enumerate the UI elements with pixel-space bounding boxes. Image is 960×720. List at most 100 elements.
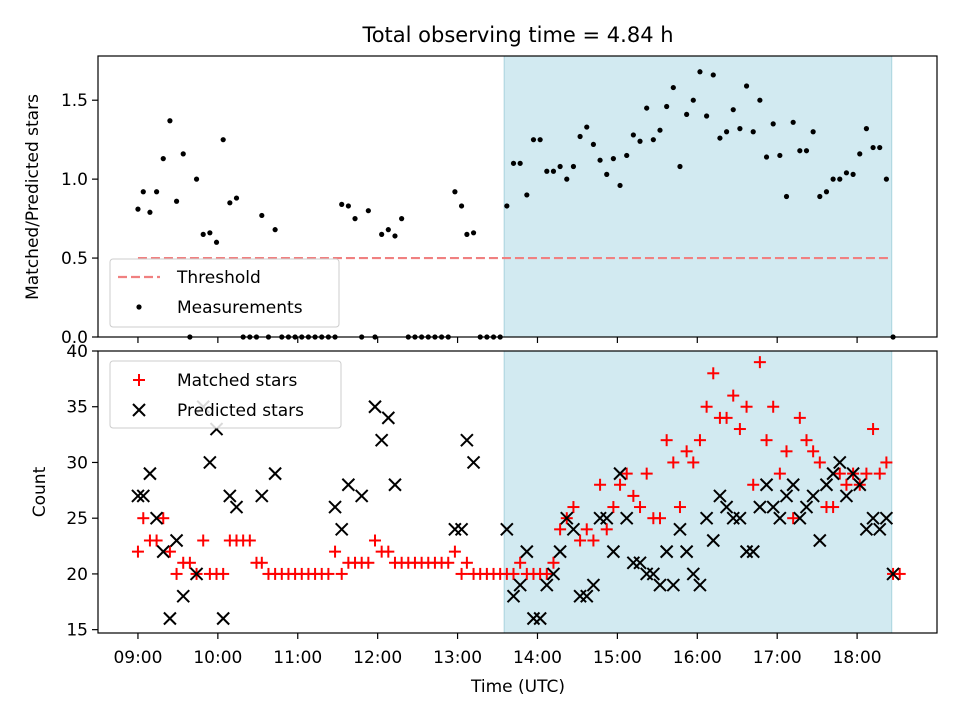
measurement-point	[810, 129, 816, 135]
bottom-legend-box	[109, 360, 342, 429]
x-tick-label: 16:00	[673, 648, 722, 668]
measurement-point	[173, 198, 180, 204]
measurement-point	[180, 151, 186, 157]
matched-star-point	[867, 423, 880, 436]
top-y-axis: 0.0 0.5 1.0 1.5	[61, 91, 98, 348]
measurement-point	[750, 129, 756, 135]
measurement-point	[617, 182, 623, 189]
measurement-point	[624, 152, 630, 159]
matched-star-point	[807, 445, 820, 458]
matched-star-point	[183, 556, 196, 569]
measurement-point	[379, 231, 385, 237]
measurement-point	[544, 168, 550, 174]
predicted-star-point	[580, 589, 594, 603]
measurement-point	[345, 203, 351, 209]
x-axis-label: Time (UTC)	[470, 677, 565, 697]
top-plot-frame	[97, 55, 938, 338]
predicted-star-point	[653, 578, 667, 592]
measurement-point	[213, 239, 220, 245]
measurement-point	[272, 227, 278, 233]
matched-star-point	[322, 567, 335, 580]
bottom-x-axis: 09:00 10:00 11:00 12:00 13:00 14:00 15:00 16:00…	[113, 633, 882, 668]
predicted-star-point	[813, 533, 827, 548]
measurement-point	[399, 216, 405, 222]
matched-star-point	[150, 534, 163, 547]
predicted-star-point	[143, 466, 157, 481]
measurement-point	[644, 105, 650, 111]
predicted-star-point	[560, 511, 574, 525]
predicted-star-point	[506, 589, 521, 603]
measurement-point	[510, 160, 517, 166]
x-tick-label: 11:00	[273, 648, 322, 668]
measurement-point	[584, 124, 590, 130]
matched-star-point	[753, 356, 766, 369]
bottom-observed-window	[503, 350, 893, 634]
bottom-plot-frame	[97, 350, 938, 634]
predicted-star-point	[706, 533, 720, 548]
predicted-star-point	[131, 489, 145, 503]
predicted-star-point	[216, 611, 230, 626]
measurement-point	[684, 111, 690, 118]
matched-star-point	[860, 467, 873, 480]
predicted-star-point	[566, 522, 581, 537]
measurement-point	[630, 132, 636, 138]
bottom-y-axis-label: Count	[30, 466, 50, 517]
measurement-point	[610, 156, 616, 162]
predicted-star-point	[341, 478, 356, 492]
measurement-point	[452, 189, 458, 195]
matched-star-point	[554, 523, 567, 536]
measurement-point	[704, 113, 710, 119]
predicted-star-point	[806, 489, 820, 503]
measurement-point	[135, 206, 141, 212]
predicted-star-point	[666, 578, 681, 592]
measurement-point	[777, 152, 783, 159]
measurement-point	[227, 200, 233, 206]
matched-star-point	[800, 434, 813, 447]
matched-star-point	[131, 545, 144, 558]
legend-measurements-swatch	[136, 304, 142, 310]
x-tick-label: 13:00	[433, 648, 482, 668]
matched-star-point	[197, 534, 210, 547]
measurement-point	[220, 137, 226, 143]
predicted-star-point	[268, 466, 282, 481]
measurement-points	[135, 69, 896, 340]
predicted-star-point	[633, 556, 647, 570]
predicted-star-point	[354, 489, 369, 503]
chart-title: Total observing time = 4.84 h	[361, 23, 673, 47]
predicted-star-point	[466, 455, 481, 470]
measurement-point	[710, 72, 716, 78]
predicted-star-point	[779, 489, 794, 503]
matched-star-point	[693, 434, 706, 447]
measurement-point	[837, 176, 843, 182]
y-tick-label: 0.0	[61, 328, 88, 348]
predicted-star-point	[156, 544, 170, 559]
y-tick-label: 15	[66, 621, 88, 641]
matched-star-point	[620, 467, 633, 480]
measurement-point	[697, 69, 703, 75]
measurement-point	[730, 107, 736, 113]
matched-star-point	[594, 478, 607, 491]
bottom-y-axis: 15 20 25 30 35 40	[66, 342, 98, 641]
matched-star-point	[329, 545, 342, 558]
x-tick-label: 18:00	[833, 648, 882, 668]
matched-star-point	[707, 367, 720, 380]
x-tick-label: 15:00	[593, 648, 642, 668]
measurement-point	[803, 148, 810, 154]
measurement-point	[352, 216, 358, 222]
top-observed-window	[503, 55, 893, 338]
predicted-star-point	[873, 522, 887, 537]
predicted-star-point	[533, 611, 547, 626]
matched-star-point	[382, 545, 395, 558]
x-tick-label: 09:00	[113, 648, 162, 668]
measurement-point	[657, 127, 663, 133]
measurement-point	[850, 171, 856, 177]
measurement-point	[770, 121, 776, 127]
measurement-point	[790, 119, 796, 125]
matched-star-point	[787, 512, 800, 525]
predicted-star-point	[866, 511, 880, 525]
matched-star-point	[640, 467, 653, 480]
measurement-point	[717, 135, 723, 141]
measurement-point	[637, 138, 643, 144]
predicted-star-point	[753, 500, 767, 514]
measurement-point	[365, 208, 371, 214]
